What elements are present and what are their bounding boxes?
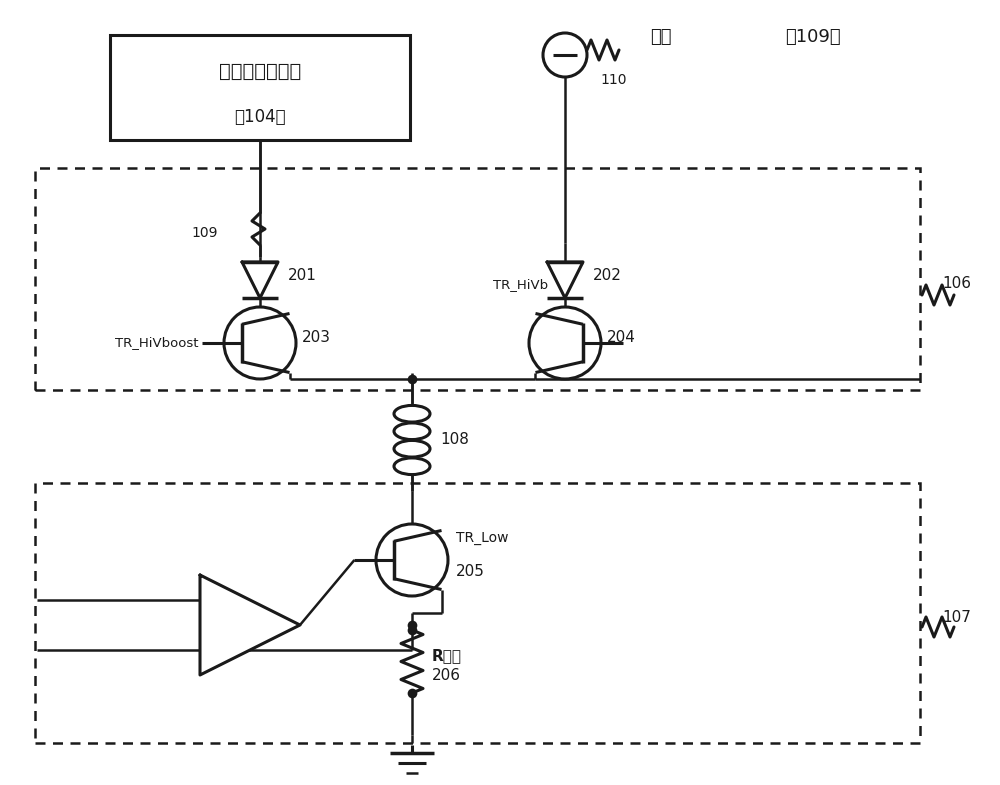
Polygon shape bbox=[394, 438, 430, 442]
Bar bbox=[35, 483, 920, 743]
Text: 108: 108 bbox=[440, 433, 469, 447]
Text: 206: 206 bbox=[432, 668, 461, 683]
Text: 110: 110 bbox=[600, 73, 626, 87]
Polygon shape bbox=[242, 262, 278, 298]
Polygon shape bbox=[200, 575, 300, 675]
Ellipse shape bbox=[394, 423, 430, 440]
Text: R分流: R分流 bbox=[432, 648, 462, 663]
Polygon shape bbox=[547, 262, 583, 298]
Polygon shape bbox=[394, 421, 430, 424]
Text: （109）: （109） bbox=[785, 28, 841, 46]
Circle shape bbox=[224, 307, 296, 379]
Circle shape bbox=[543, 33, 587, 77]
Text: TR_Low: TR_Low bbox=[456, 531, 509, 545]
Text: （104）: （104） bbox=[234, 108, 286, 126]
Circle shape bbox=[529, 307, 601, 379]
Ellipse shape bbox=[394, 440, 430, 457]
Text: 202: 202 bbox=[593, 268, 622, 283]
Text: 107: 107 bbox=[942, 609, 971, 625]
Text: TR_HiVb: TR_HiVb bbox=[493, 279, 548, 291]
Text: 201: 201 bbox=[288, 268, 317, 283]
Text: TR_HiVboost: TR_HiVboost bbox=[115, 337, 198, 349]
Polygon shape bbox=[394, 456, 430, 459]
Text: 高电压生成单元: 高电压生成单元 bbox=[219, 62, 301, 82]
Ellipse shape bbox=[394, 405, 430, 422]
Text: 109: 109 bbox=[192, 226, 218, 240]
Text: 106: 106 bbox=[942, 276, 971, 290]
Circle shape bbox=[376, 524, 448, 596]
Ellipse shape bbox=[394, 458, 430, 475]
Bar bbox=[35, 168, 920, 390]
Text: 204: 204 bbox=[607, 330, 636, 345]
Text: 电池: 电池 bbox=[650, 28, 672, 46]
Text: 203: 203 bbox=[302, 330, 331, 345]
Text: 205: 205 bbox=[456, 564, 485, 579]
FancyBboxPatch shape bbox=[110, 35, 410, 140]
